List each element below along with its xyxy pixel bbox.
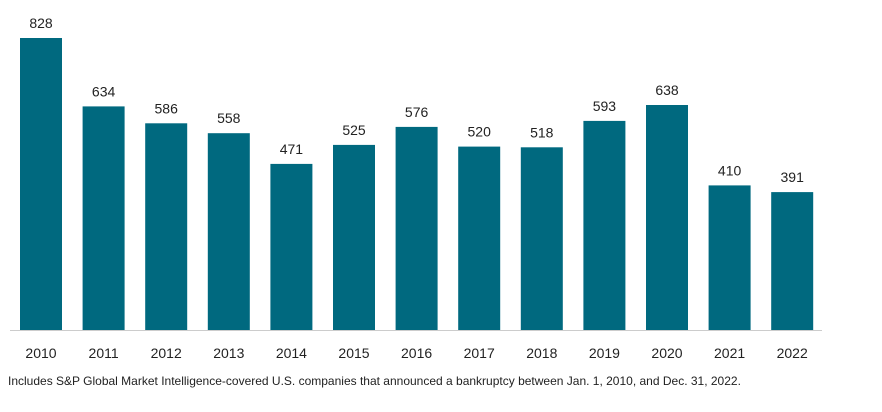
bar-2012 <box>145 123 188 330</box>
value-label-2014: 471 <box>280 141 304 157</box>
bar-2015 <box>333 144 375 330</box>
x-tick-label-2015: 2015 <box>338 345 369 361</box>
bar-2011 <box>82 106 125 331</box>
value-label-2018: 518 <box>530 124 554 140</box>
x-tick-label-2016: 2016 <box>401 345 432 361</box>
x-tick-label-2013: 2013 <box>213 345 244 361</box>
x-tick-label-2018: 2018 <box>526 345 557 361</box>
bar-2020 <box>646 105 688 330</box>
value-label-2015: 525 <box>342 122 366 138</box>
bar-2016 <box>395 126 438 331</box>
value-label-2021: 410 <box>718 162 742 178</box>
bar-2022 <box>771 192 814 330</box>
value-label-2019: 593 <box>593 98 617 114</box>
value-label-2011: 634 <box>92 83 116 99</box>
value-label-2016: 576 <box>405 104 429 120</box>
chart-footnote: Includes S&P Global Market Intelligence-… <box>8 374 741 388</box>
x-tick-label-2010: 2010 <box>25 345 56 361</box>
x-tick-label-2021: 2021 <box>714 345 745 361</box>
x-tick-label-2020: 2020 <box>651 345 682 361</box>
value-label-2012: 586 <box>155 100 179 116</box>
x-tick-label-2019: 2019 <box>589 345 620 361</box>
value-labels-group: 828 634 586 558 471 525 576 520 518 593 638 410 391 <box>29 15 804 185</box>
x-tick-label-2014: 2014 <box>276 345 307 361</box>
x-tick-labels-group: 2010 2011 2012 2013 2014 2015 2016 2017 2018 2019… <box>25 345 808 361</box>
x-tick-label-2017: 2017 <box>464 345 495 361</box>
x-tick-label-2012: 2012 <box>151 345 182 361</box>
bar-2019 <box>583 120 626 331</box>
bar-2014 <box>270 163 313 330</box>
value-label-2017: 520 <box>468 124 492 140</box>
value-label-2010: 828 <box>29 15 53 31</box>
value-label-2020: 638 <box>655 82 679 98</box>
value-label-2022: 391 <box>781 169 805 185</box>
bar-2010 <box>20 38 62 330</box>
bar-2013 <box>207 133 250 330</box>
value-label-2013: 558 <box>217 110 241 126</box>
bar-2017 <box>458 146 501 330</box>
x-tick-label-2022: 2022 <box>777 345 808 361</box>
bar-2018 <box>520 147 563 330</box>
bar-2021 <box>708 185 751 330</box>
bars-group <box>20 38 814 331</box>
x-tick-label-2011: 2011 <box>89 345 119 361</box>
